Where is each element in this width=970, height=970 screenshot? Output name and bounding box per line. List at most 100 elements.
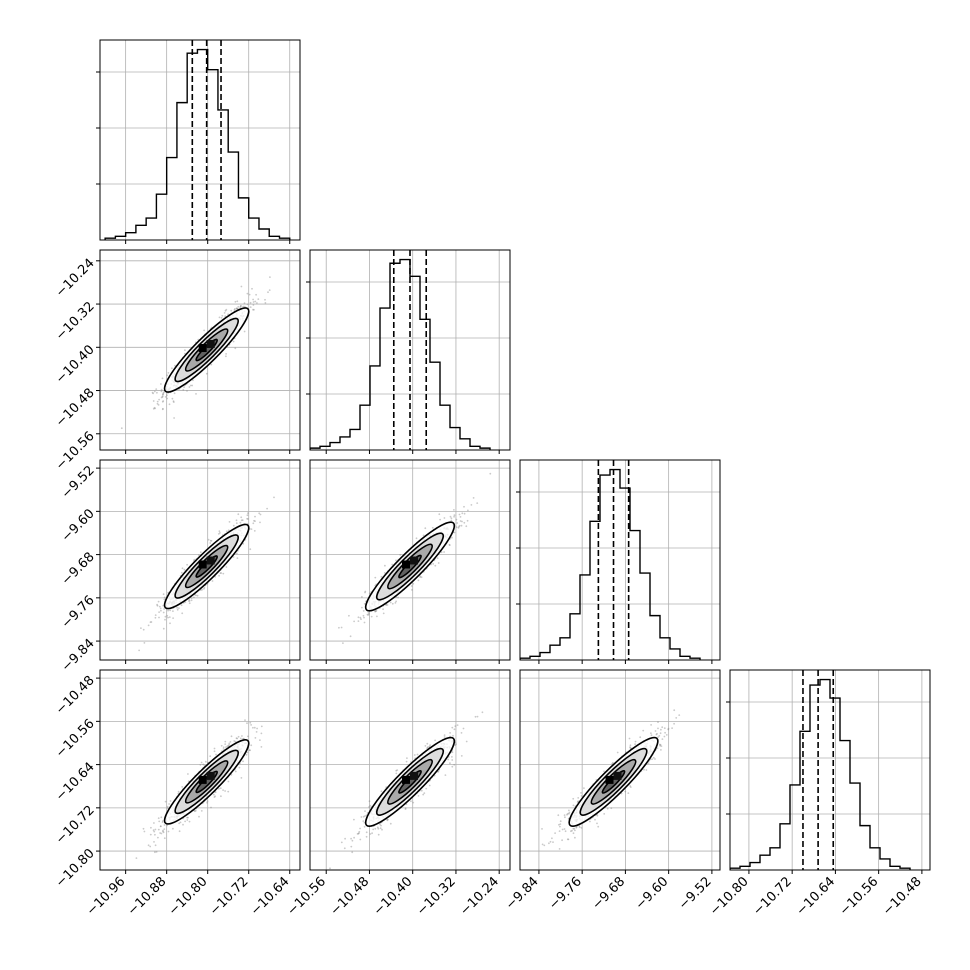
scatter-point <box>158 605 161 608</box>
scatter-point <box>213 796 216 798</box>
scatter-point <box>451 756 453 758</box>
scatter-point <box>250 724 253 726</box>
scatter-point <box>379 823 381 826</box>
scatter-point <box>453 728 456 731</box>
scatter-point <box>472 497 475 499</box>
scatter-point <box>650 724 652 726</box>
scatter-point <box>386 818 388 821</box>
scatter-point <box>232 556 235 558</box>
scatter-point <box>162 593 165 596</box>
scatter-point <box>150 826 152 829</box>
scatter-point <box>241 519 244 521</box>
scatter-point <box>214 795 217 798</box>
scatter-point <box>659 743 662 746</box>
scatter-point <box>176 606 179 609</box>
scatter-point <box>417 579 420 582</box>
scatter-point <box>180 571 183 574</box>
scatter-point <box>135 857 138 859</box>
scatter-point <box>247 735 249 738</box>
scatter-point <box>395 772 398 775</box>
scatter-point <box>158 611 161 613</box>
scatter-panel-2-0: −9.84−9.76−9.68−9.60−9.52 <box>59 459 301 675</box>
scatter-point <box>186 390 188 392</box>
scatter-point <box>396 769 399 771</box>
scatter-point <box>266 507 268 510</box>
scatter-point <box>153 822 155 824</box>
scatter-point <box>198 815 200 818</box>
scatter-point <box>187 816 189 819</box>
scatter-point <box>228 742 231 745</box>
scatter-point <box>443 736 446 738</box>
scatter-point <box>543 844 546 847</box>
scatter-point <box>157 600 160 603</box>
scatter-point <box>172 610 174 612</box>
scatter-point <box>397 596 399 599</box>
y-tick-label: −10.40 <box>53 342 98 387</box>
scatter-point <box>249 749 251 752</box>
density-peak <box>198 344 207 352</box>
y-tick-label: −9.60 <box>59 506 98 545</box>
scatter-point <box>162 829 164 832</box>
scatter-point <box>161 821 164 823</box>
scatter-point <box>222 746 225 749</box>
scatter-point <box>172 400 175 403</box>
scatter-point <box>220 572 223 574</box>
scatter-panel-3-1: −10.56−10.48−10.40−10.32−10.24 <box>284 669 511 919</box>
scatter-point <box>222 748 225 750</box>
scatter-point <box>594 818 596 821</box>
density-peak <box>206 556 215 565</box>
scatter-point <box>178 822 181 825</box>
scatter-point <box>659 744 661 747</box>
scatter-point <box>255 293 257 296</box>
scatter-point <box>452 734 454 737</box>
scatter-point <box>422 534 425 537</box>
scatter-point <box>233 308 236 311</box>
scatter-point <box>329 867 331 870</box>
scatter-point <box>210 806 212 809</box>
scatter-point <box>156 604 159 607</box>
scatter-point <box>568 811 571 814</box>
x-tick-label: −10.32 <box>414 874 459 919</box>
scatter-point <box>659 732 662 735</box>
scatter-point <box>219 787 222 790</box>
scatter-panel-3-0: −10.96−10.88−10.80−10.72−10.64−10.80−10.… <box>53 669 301 919</box>
scatter-point <box>451 759 454 761</box>
scatter-point <box>451 536 453 539</box>
scatter-point <box>224 309 227 312</box>
scatter-point <box>589 820 591 823</box>
scatter-point <box>395 559 397 562</box>
scatter-point <box>210 363 213 366</box>
scatter-point <box>425 787 428 790</box>
scatter-point <box>363 821 366 824</box>
scatter-point <box>142 628 145 631</box>
scatter-point <box>364 590 367 593</box>
scatter-point <box>340 841 343 844</box>
scatter-point <box>193 596 195 599</box>
scatter-point <box>162 627 165 630</box>
scatter-point <box>426 747 428 749</box>
scatter-point <box>387 818 389 821</box>
scatter-point <box>236 552 238 555</box>
scatter-point <box>237 735 240 738</box>
scatter-point <box>358 830 361 833</box>
scatter-point <box>187 780 190 783</box>
scatter-point <box>343 847 346 850</box>
scatter-point <box>234 740 237 743</box>
scatter-point <box>351 839 354 842</box>
scatter-point <box>259 513 262 516</box>
scatter-point <box>235 519 238 522</box>
scatter-point <box>260 746 263 748</box>
scatter-point <box>364 815 366 817</box>
scatter-point <box>438 513 441 516</box>
scatter-point <box>248 293 251 296</box>
y-tick-label: −10.24 <box>53 256 98 301</box>
scatter-point <box>233 740 236 742</box>
scatter-panel-1-0: −10.56−10.48−10.40−10.32−10.24 <box>53 249 301 473</box>
scatter-point <box>140 627 142 629</box>
scatter-point <box>369 833 372 835</box>
scatter-point <box>359 838 362 841</box>
scatter-point <box>375 609 378 612</box>
scatter-point <box>238 766 241 769</box>
y-tick-label: −9.68 <box>59 550 98 589</box>
scatter-point <box>255 731 258 733</box>
